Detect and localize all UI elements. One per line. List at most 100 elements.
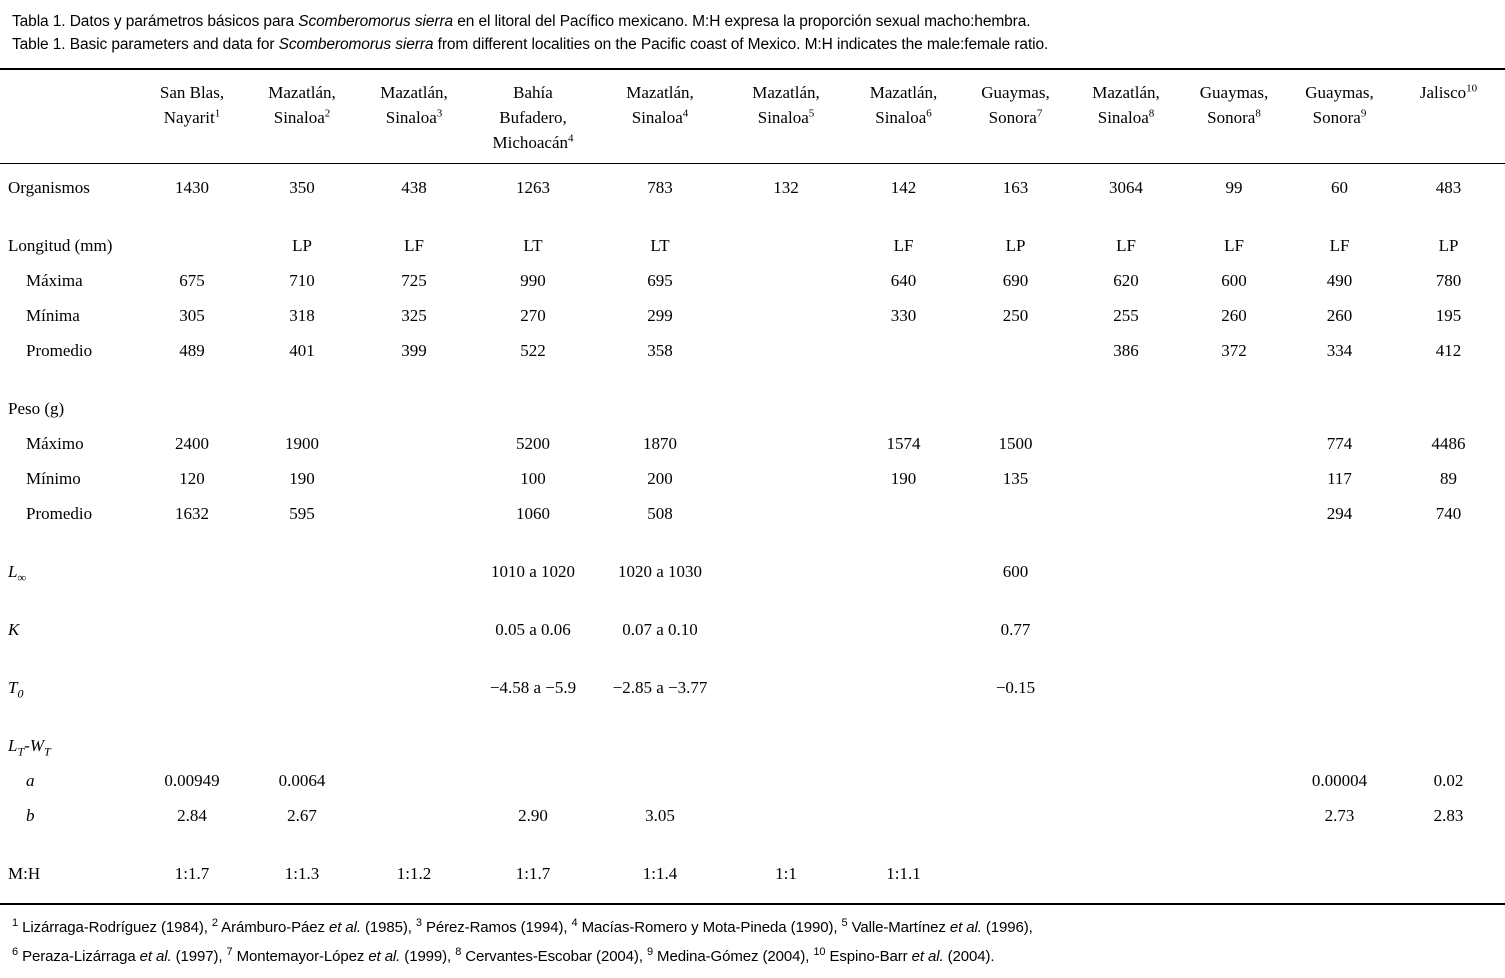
table-cell	[471, 763, 595, 798]
table-cell: LF	[1116, 235, 1136, 255]
table-cell: 0.0064	[278, 770, 326, 790]
table-header: San Blas, Nayarit1 Mazatlán, Sinaloa2 Mazatl…	[0, 69, 1505, 164]
table-cell	[1392, 368, 1505, 426]
table-cell: 595	[289, 503, 315, 523]
column-header-line: Mazatlán,	[626, 83, 694, 102]
table-cell	[847, 496, 960, 531]
column-header-line: Sonora7	[988, 107, 1043, 127]
footnote-marker: 5	[808, 107, 815, 120]
caption-english: Table 1. Basic parameters and data for S…	[12, 33, 1491, 56]
table-cell: 294	[1326, 503, 1353, 523]
table-cell: 334	[1326, 340, 1353, 360]
table-cell: 600	[1002, 561, 1029, 581]
column-header-3: Mazatlán, Sinaloa3	[357, 69, 471, 164]
footnote-marker: 2	[324, 107, 331, 120]
table-cell: LP	[1438, 235, 1459, 255]
table-cell: 117	[1327, 468, 1352, 488]
column-header-line: Sinaloa4	[631, 107, 689, 127]
table-cell	[960, 798, 1071, 833]
table-cell: 0.00004	[1311, 770, 1368, 790]
table-cell	[1287, 531, 1392, 589]
table-caption: Tabla 1. Datos y parámetros básicos para…	[0, 8, 1505, 62]
footnote-marker: 4	[568, 132, 574, 145]
table-cell: LP	[292, 235, 312, 255]
table-cell	[1392, 589, 1505, 647]
table-row-l-infinity: L∞ 1010 a 1020 1020 a 1030 600	[0, 531, 1505, 589]
footnote-marker: 9	[1360, 107, 1367, 120]
table-cell: 260	[1221, 305, 1247, 325]
row-label-b: b	[26, 805, 35, 825]
table-cell: 725	[401, 270, 427, 290]
table-cell: 135	[1002, 468, 1029, 488]
table-cell: 190	[890, 468, 917, 488]
data-table: San Blas, Nayarit1 Mazatlán, Sinaloa2 Mazatl…	[0, 68, 1505, 905]
table-cell	[1287, 589, 1392, 647]
column-header-11: Guaymas, Sonora9	[1287, 69, 1392, 164]
table-cell: 1263	[516, 177, 550, 197]
table-cell	[960, 833, 1071, 904]
table-cell: 1:1	[775, 863, 797, 883]
column-header-12: Jalisco10	[1392, 69, 1505, 164]
column-header-line: San Blas,	[159, 83, 225, 102]
footnote-marker: 10	[1466, 82, 1478, 95]
table-cell	[1392, 705, 1505, 763]
table-row-k: K 0.05 a 0.06 0.07 a 0.10 0.77	[0, 589, 1505, 647]
caption-spanish: Tabla 1. Datos y parámetros básicos para…	[12, 10, 1491, 33]
row-label-longitud-promedio: Promedio	[26, 340, 93, 360]
table-cell: 1:1.7	[515, 863, 551, 883]
column-header-line: Mazatlán,	[380, 83, 448, 102]
table-cell: 783	[647, 177, 673, 197]
table-cell: 386	[1113, 340, 1139, 360]
table-cell: 522	[520, 340, 546, 360]
table-cell	[1392, 647, 1505, 705]
footnote-marker: 1	[214, 107, 221, 120]
table-row-longitud-mm: Longitud (mm) LP LF LT LT LF LP LF LF LF LP	[0, 205, 1505, 263]
table-cell	[960, 763, 1071, 798]
column-header-line: Jalisco10	[1419, 82, 1478, 102]
table-cell	[247, 647, 357, 705]
table-row-organismos: Organismos 1430 350 438 1263 783 132 142 163 3064…	[0, 164, 1505, 206]
column-header-2: Mazatlán, Sinaloa2	[247, 69, 357, 164]
table-cell	[247, 589, 357, 647]
table-cell	[1181, 763, 1287, 798]
row-label-peso-promedio: Promedio	[26, 503, 93, 523]
table-cell	[1181, 531, 1287, 589]
table-cell: 0.02	[1433, 770, 1464, 790]
table-cell: 1:1.4	[642, 863, 678, 883]
table-cell: 489	[179, 340, 205, 360]
row-label-peso-g: Peso (g)	[8, 398, 65, 418]
table-cell	[137, 647, 247, 705]
table-cell: 2.73	[1324, 805, 1355, 825]
table-cell: 358	[647, 340, 673, 360]
table-cell	[1071, 368, 1181, 426]
caption-es-body2: en el litoral del Pacífico mexicano. M:H…	[453, 13, 1031, 30]
footnotes: 1 Lizárraga-Rodríguez (1984), 2 Arámburo…	[0, 905, 1505, 971]
row-label-a: a	[26, 770, 35, 790]
table-cell: 132	[773, 177, 799, 197]
table-cell	[1181, 368, 1287, 426]
column-header-10: Guaymas, Sonora8	[1181, 69, 1287, 164]
table-cell: 1574	[886, 433, 921, 453]
table-row-peso-promedio: Promedio 1632 595 1060 508 294 740	[0, 496, 1505, 531]
table-cell: 190	[289, 468, 315, 488]
table-cell	[725, 763, 847, 798]
table-cell	[1071, 461, 1181, 496]
column-header-1: San Blas, Nayarit1	[137, 69, 247, 164]
table-cell	[1181, 496, 1287, 531]
column-header-line: Sonora9	[1312, 107, 1367, 127]
table-cell: 2400	[175, 433, 209, 453]
column-header-line: Mazatlán,	[869, 83, 938, 102]
table-cell: 508	[647, 503, 673, 523]
footnote-marker: 8	[1148, 107, 1155, 120]
table-cell: LF	[1224, 235, 1244, 255]
table-row-b: b 2.84 2.67 2.90 3.05 2.73 2.83	[0, 798, 1505, 833]
table-cell	[1287, 368, 1392, 426]
table-cell: 490	[1326, 270, 1353, 290]
column-header-5: Mazatlán, Sinaloa4	[595, 69, 725, 164]
table-cell: 4486	[1431, 433, 1466, 453]
table-cell	[1071, 833, 1181, 904]
row-label-longitud-minima: Mínima	[26, 305, 80, 325]
table-cell: 120	[179, 468, 205, 488]
table-cell: 330	[890, 305, 917, 325]
table-cell	[1181, 461, 1287, 496]
